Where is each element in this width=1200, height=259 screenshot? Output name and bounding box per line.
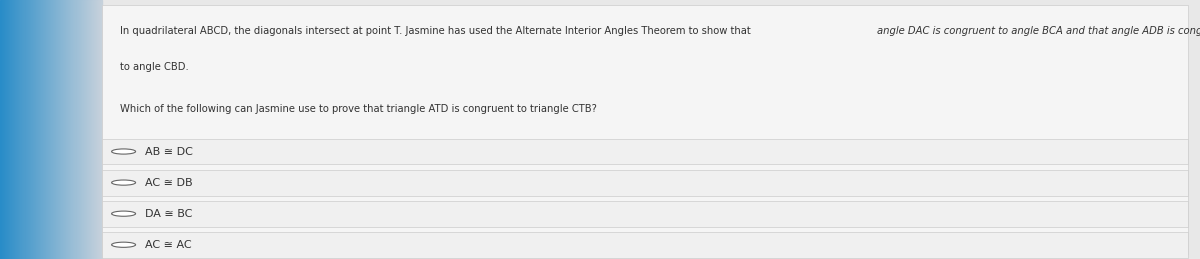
Text: AC ≅ DB: AC ≅ DB xyxy=(145,178,193,188)
FancyBboxPatch shape xyxy=(102,139,1188,164)
FancyBboxPatch shape xyxy=(102,5,1188,254)
Circle shape xyxy=(112,180,136,185)
Text: AB ≅ DC: AB ≅ DC xyxy=(145,147,193,156)
Circle shape xyxy=(112,211,136,216)
Text: DA ≅ BC: DA ≅ BC xyxy=(145,209,192,219)
FancyBboxPatch shape xyxy=(102,170,1188,196)
Text: AC ≅ AC: AC ≅ AC xyxy=(145,240,192,250)
FancyBboxPatch shape xyxy=(102,201,1188,227)
FancyBboxPatch shape xyxy=(102,232,1188,258)
Circle shape xyxy=(112,242,136,247)
Text: In quadrilateral ABCD, the diagonals intersect at point T. Jasmine has used the : In quadrilateral ABCD, the diagonals int… xyxy=(120,26,754,36)
Text: angle DAC is congruent to angle BCA and that angle ADB is congruent: angle DAC is congruent to angle BCA and … xyxy=(877,26,1200,36)
Circle shape xyxy=(112,149,136,154)
Text: to angle CBD.: to angle CBD. xyxy=(120,62,188,72)
Text: Which of the following can Jasmine use to prove that triangle ATD is congruent t: Which of the following can Jasmine use t… xyxy=(120,104,596,114)
